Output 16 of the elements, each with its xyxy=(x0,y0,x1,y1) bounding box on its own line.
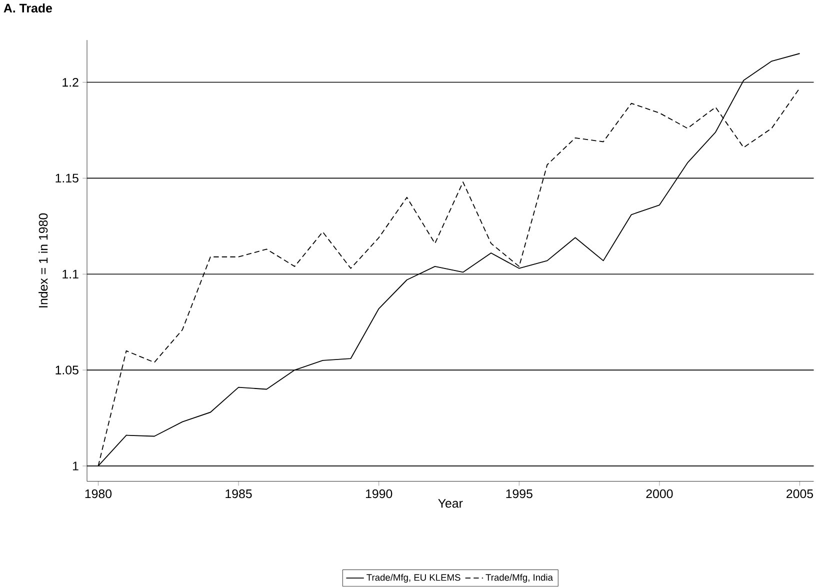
y-tick-label: 1.2 xyxy=(62,78,78,87)
y-tick-label: 1.1 xyxy=(62,270,78,279)
x-axis-title: Year xyxy=(438,499,463,508)
x-tick-label: 1995 xyxy=(506,490,532,498)
y-tick-label: 1.15 xyxy=(56,174,78,183)
x-tick-label: 1990 xyxy=(366,490,392,498)
x-tick-label: 2005 xyxy=(786,490,814,498)
y-axis-title: Index = 1 in 1980 xyxy=(38,214,48,308)
x-tick-label: 1980 xyxy=(85,490,112,498)
y-tick-label: 1 xyxy=(72,462,78,470)
y-tick-label: 1.05 xyxy=(56,366,78,375)
chart-title: A. Trade xyxy=(4,4,52,13)
legend-label: Trade/Mfg, India xyxy=(486,574,553,583)
legend-label: Trade/Mfg, EU KLEMS xyxy=(366,574,460,583)
x-tick-label: 2000 xyxy=(646,490,673,498)
x-tick-label: 1985 xyxy=(226,490,252,498)
